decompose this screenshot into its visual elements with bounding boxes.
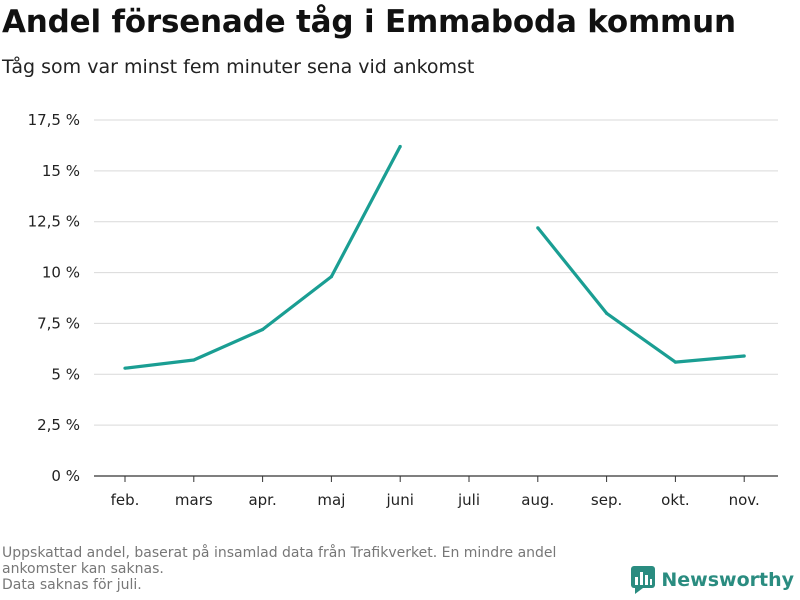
series-lines xyxy=(123,144,746,370)
y-tick-label: 7,5 % xyxy=(37,314,80,332)
data-point xyxy=(605,311,609,315)
x-tick-label: juli xyxy=(457,491,480,509)
data-point xyxy=(329,275,333,279)
chart-title: Andel försenade tåg i Emmaboda kommun xyxy=(2,4,736,40)
data-point xyxy=(536,226,540,230)
y-tick-label: 10 % xyxy=(42,264,80,282)
y-tick-label: 15 % xyxy=(42,162,80,180)
data-point xyxy=(742,354,746,358)
brand-name: Newsworthy xyxy=(661,569,794,591)
x-tick-label: mars xyxy=(175,491,213,509)
y-tick-label: 0 % xyxy=(51,467,80,485)
y-axis-tick-labels: 0 % 2,5 % 5 % 7,5 % 10 % 12,5 % 15 % 17,5 % xyxy=(28,111,80,485)
footnote-line: Uppskattad andel, baserat på insamlad da… xyxy=(2,545,557,561)
y-tick-label: 5 % xyxy=(51,365,80,383)
x-tick-label: maj xyxy=(317,491,345,509)
grid-lines xyxy=(94,119,778,477)
data-point xyxy=(673,360,678,364)
brand-logo: Newsworthy xyxy=(631,566,794,594)
footnote-line: Data saknas för juli. xyxy=(2,577,142,593)
x-tick-label: apr. xyxy=(248,491,276,509)
x-tick-label: aug. xyxy=(521,491,554,509)
line-chart: 0 % 2,5 % 5 % 7,5 % 10 % 12,5 % 15 % 17,5 % feb… xyxy=(28,111,778,509)
data-point xyxy=(261,327,265,332)
y-tick-label: 2,5 % xyxy=(37,416,80,434)
data-point xyxy=(123,366,127,370)
chart-subtitle: Tåg som var minst fem minuter sena vid a… xyxy=(2,56,475,78)
x-tick-label: okt. xyxy=(661,491,690,509)
x-tick-label: sep. xyxy=(591,491,622,509)
footnote: Uppskattad andel, baserat på insamlad da… xyxy=(2,545,556,593)
footnote-line: ankomster kan saknas. xyxy=(2,561,164,577)
series-line xyxy=(124,145,745,370)
newsworthy-logo-icon xyxy=(631,566,656,594)
y-tick-label: 12,5 % xyxy=(28,213,80,231)
data-point xyxy=(192,358,196,362)
data-point xyxy=(398,144,402,149)
y-tick-label: 17,5 % xyxy=(28,111,80,129)
x-axis: feb. mars apr. maj juni juli aug. sep. okt. nov. xyxy=(111,476,760,509)
x-tick-label: juni xyxy=(386,491,414,509)
x-tick-label: nov. xyxy=(729,491,760,509)
x-tick-label: feb. xyxy=(111,491,140,509)
